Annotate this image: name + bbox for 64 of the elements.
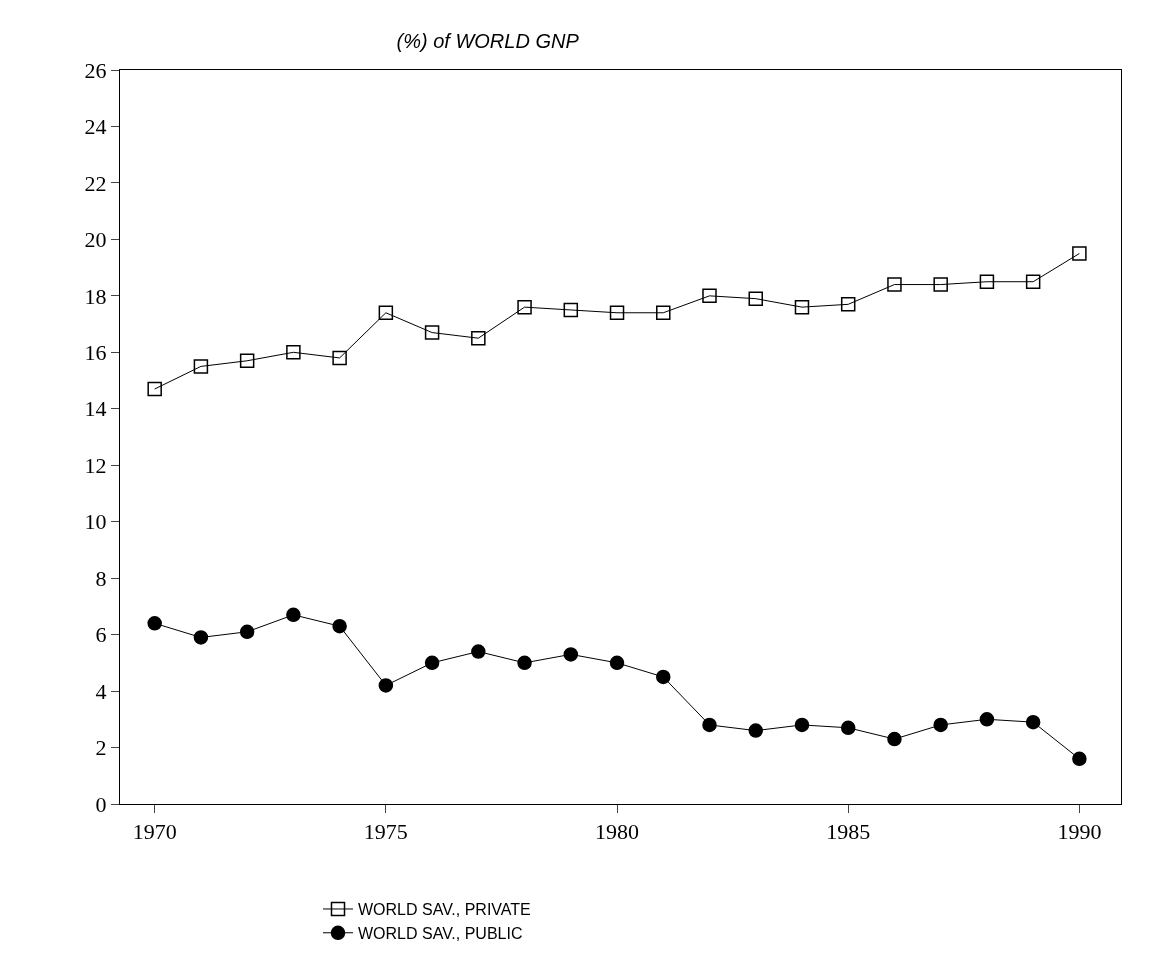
point <box>286 607 301 623</box>
point <box>794 717 810 733</box>
point <box>656 669 671 685</box>
point <box>1025 714 1041 730</box>
y-tick-label: 24 <box>84 114 107 140</box>
x-tick-label: 1990 <box>1057 819 1102 845</box>
point <box>933 717 948 733</box>
point <box>840 297 856 312</box>
point <box>748 723 763 738</box>
y-tick-label: 2 <box>95 735 107 761</box>
y-tick-label: 8 <box>95 565 107 591</box>
point <box>702 288 717 304</box>
point <box>332 618 347 634</box>
point <box>933 277 948 292</box>
point <box>563 302 579 318</box>
y-tick-label: 26 <box>84 57 107 83</box>
point <box>424 655 440 671</box>
point <box>794 299 810 315</box>
point <box>424 325 440 340</box>
point <box>1025 274 1041 289</box>
point <box>286 345 301 360</box>
point <box>147 616 162 631</box>
y-tick-label: 10 <box>84 509 107 535</box>
point <box>979 274 995 289</box>
point <box>609 305 625 321</box>
y-tick-label: 22 <box>84 170 107 196</box>
point <box>609 655 625 671</box>
y-tick-label: 14 <box>84 396 107 422</box>
x-tick-label: 1980 <box>595 819 640 845</box>
point <box>147 381 162 397</box>
point <box>193 630 209 645</box>
point <box>239 353 255 369</box>
point <box>332 350 347 366</box>
y-tick-label: 18 <box>84 283 107 309</box>
x-tick-label: 1975 <box>363 819 408 845</box>
point <box>1072 751 1087 767</box>
y-tick-label: 20 <box>84 227 107 253</box>
point <box>517 655 532 671</box>
point <box>656 305 671 321</box>
point <box>517 299 532 315</box>
point <box>702 717 717 733</box>
point <box>887 731 902 747</box>
point <box>471 644 486 659</box>
point <box>563 647 579 662</box>
point <box>748 291 763 306</box>
legend-label: WORLD SAV., PUBLIC <box>358 925 523 943</box>
point <box>840 720 856 736</box>
x-tick-label: 1985 <box>826 819 871 845</box>
y-tick-label: 0 <box>95 791 107 817</box>
y-tick-label: 6 <box>95 622 107 648</box>
x-tick-label: 1970 <box>132 819 177 845</box>
y-tick-label: 12 <box>84 452 107 478</box>
point <box>979 712 995 727</box>
chart-title: (%) of WORLD GNP <box>396 30 580 53</box>
point <box>239 624 255 640</box>
y-tick-label: 16 <box>84 340 107 366</box>
point <box>1072 246 1087 261</box>
point <box>193 359 209 374</box>
point <box>378 678 394 693</box>
point <box>471 330 486 346</box>
point <box>887 277 902 292</box>
point <box>378 305 394 321</box>
y-tick-label: 4 <box>95 678 107 704</box>
legend-label: WORLD SAV., PRIVATE <box>358 901 531 919</box>
